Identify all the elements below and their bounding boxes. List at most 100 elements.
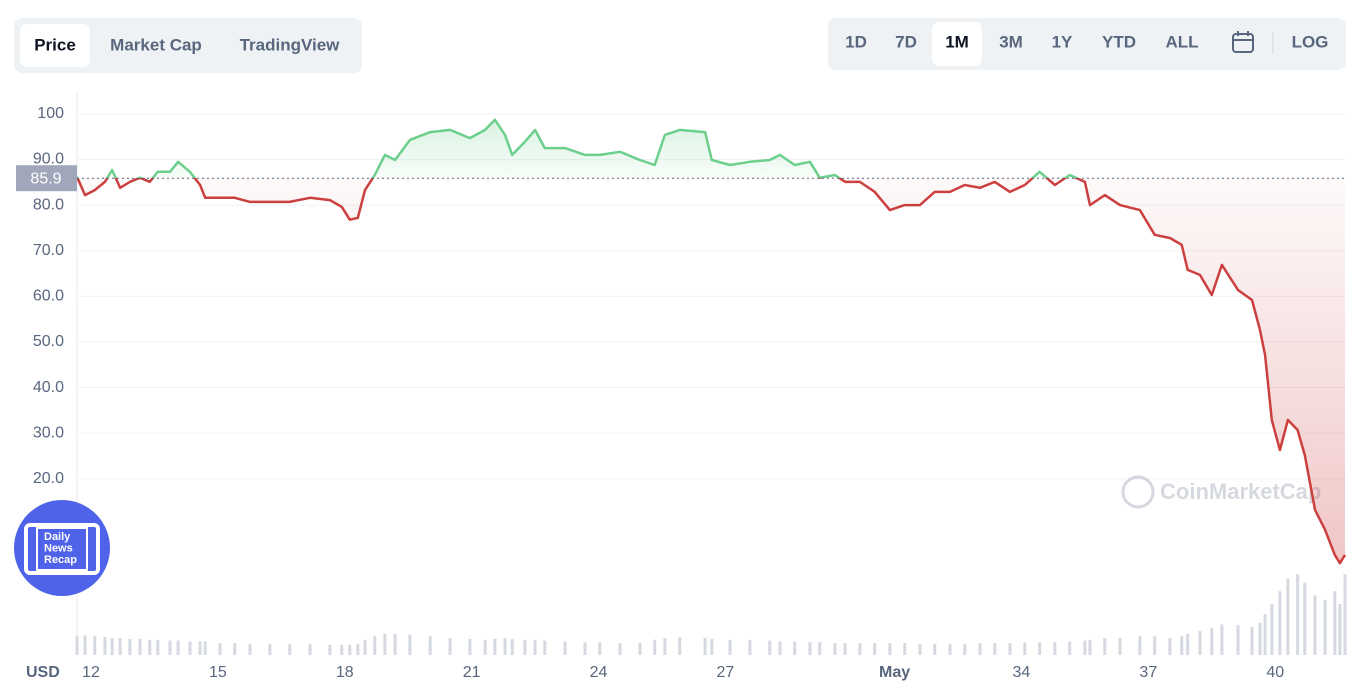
volume-bar [888, 643, 892, 655]
volume-bar [203, 641, 207, 655]
volume-bar [363, 639, 367, 655]
volume-bar [873, 643, 877, 655]
volume-bar [778, 641, 782, 655]
volume-bar [653, 639, 657, 655]
volume-bar [768, 640, 772, 655]
volume-bar [818, 642, 822, 655]
x-tick-label: 27 [716, 664, 734, 681]
x-tick-label: 34 [1013, 664, 1031, 681]
currency-label: USD [26, 664, 60, 681]
volume-bar [483, 639, 487, 655]
volume-bar [663, 638, 667, 655]
volume-bar [75, 636, 79, 655]
volume-bar [1343, 574, 1347, 655]
tab[interactable]: Market Cap [110, 35, 202, 54]
volume-bar [233, 643, 237, 655]
volume-bar [618, 643, 622, 655]
range-button[interactable]: 1D [845, 32, 867, 51]
volume-bar [468, 638, 472, 655]
volume-bar [428, 636, 432, 655]
x-tick-label: May [879, 664, 910, 681]
volume-bar [188, 641, 192, 655]
volume-bar [933, 643, 937, 655]
tab-bar [14, 18, 362, 73]
volume-bar [288, 643, 292, 655]
volume-bar [858, 643, 862, 655]
volume-bar [543, 640, 547, 655]
y-tick-label: 90.0 [33, 151, 64, 168]
price-line [75, 118, 1347, 565]
volume-bar [1296, 574, 1300, 655]
y-tick-label: 20.0 [33, 470, 64, 487]
tab[interactable]: Price [34, 35, 76, 54]
volume-bar [1278, 591, 1282, 655]
volume-bar [1153, 636, 1157, 655]
volume-bar [1236, 625, 1240, 655]
y-tick-label: 30.0 [33, 424, 64, 441]
log-button[interactable]: LOG [1292, 32, 1329, 51]
volume-bar [340, 644, 344, 655]
volume-bar [493, 638, 497, 655]
volume-bar [523, 639, 527, 655]
x-tick-label: 24 [590, 664, 608, 681]
y-tick-label: 70.0 [33, 242, 64, 259]
volume-bar [728, 639, 732, 655]
volume-bar [128, 638, 132, 655]
volume-bar [1250, 626, 1254, 655]
volume-bar [1023, 642, 1027, 655]
volume-bar [248, 643, 252, 655]
range-button[interactable]: ALL [1165, 32, 1198, 51]
x-tick-label: 40 [1266, 664, 1284, 681]
baseline-label-box [16, 165, 77, 192]
volume-bar [703, 638, 707, 655]
volume-bar [168, 640, 172, 655]
volume-bar [1286, 578, 1290, 655]
badge-film [24, 523, 100, 575]
volume-bar [583, 642, 587, 655]
volume-bar [356, 643, 360, 655]
volume-bar [1088, 639, 1092, 655]
y-tick-label: 100 [37, 105, 64, 122]
volume-bar [118, 638, 122, 655]
volume-bar [348, 644, 352, 655]
y-tick-label: 40.0 [33, 379, 64, 396]
tab[interactable]: TradingView [240, 35, 341, 54]
volume-bar [328, 644, 332, 655]
volume-bar [1138, 636, 1142, 655]
volume-bar [1118, 638, 1122, 655]
volume-bar [138, 638, 142, 655]
volume-bar [833, 643, 837, 655]
range-button[interactable]: 1M [945, 32, 969, 51]
volume-bar [218, 643, 222, 655]
x-tick-label: 21 [463, 664, 481, 681]
volume-bar [1303, 582, 1307, 655]
volume-bar [1180, 636, 1184, 655]
volume-bar [110, 638, 114, 655]
range-button[interactable]: 1Y [1052, 32, 1073, 51]
volume-bar [1198, 631, 1202, 655]
volume-bar [1220, 624, 1224, 655]
x-tick-label: 18 [336, 664, 354, 681]
volume-bar [308, 643, 312, 655]
range-button[interactable]: 3M [999, 32, 1023, 51]
volume-bar [393, 633, 397, 655]
volume-bar [1263, 614, 1267, 655]
y-tick-label: 50.0 [33, 333, 64, 350]
volume-bar [148, 639, 152, 655]
badge-text: Recap [44, 554, 77, 566]
x-tick-label: 15 [209, 664, 227, 681]
volume-bar [1270, 604, 1274, 655]
calendar-icon[interactable] [1232, 31, 1254, 53]
volume-bar [83, 635, 87, 655]
range-button[interactable]: YTD [1102, 32, 1136, 51]
volume-bar [710, 638, 714, 655]
volume-bar [598, 642, 602, 655]
volume-bar [408, 634, 412, 655]
volume-bar [1008, 643, 1012, 655]
x-tick-label: 12 [82, 664, 100, 681]
watermark-logo [1121, 475, 1155, 509]
volume-bar [903, 643, 907, 655]
range-button[interactable]: 7D [895, 32, 917, 51]
